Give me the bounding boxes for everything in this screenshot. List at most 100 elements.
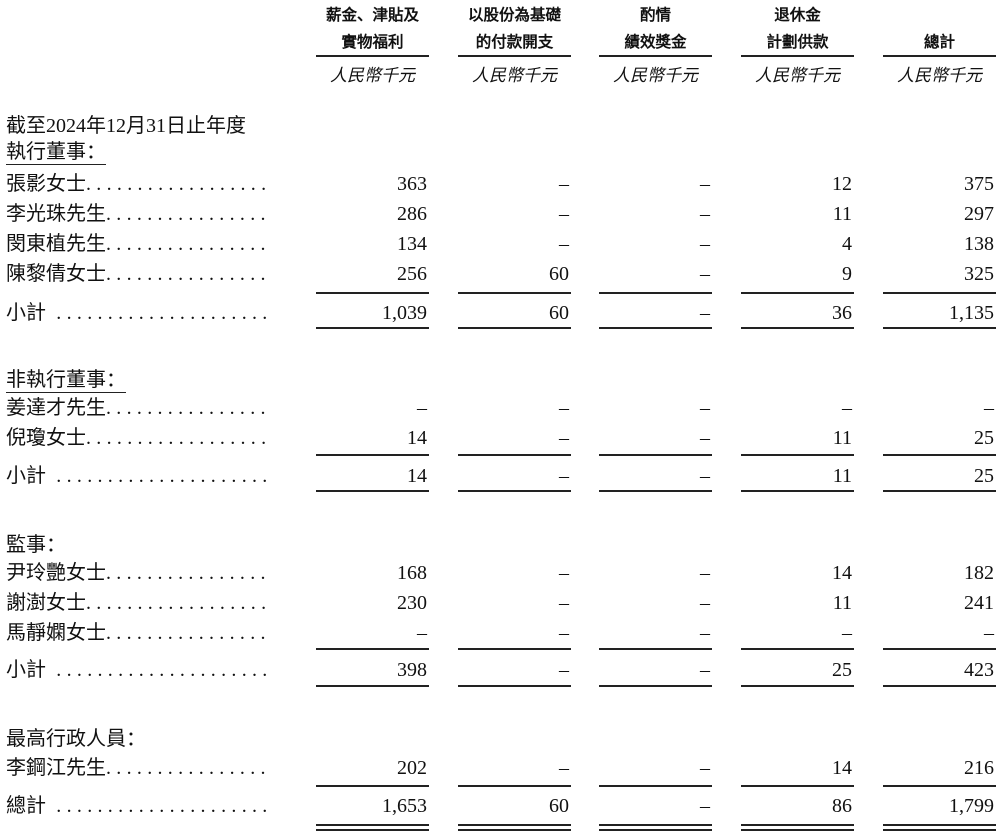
column-header-line: 績效獎金 bbox=[624, 33, 687, 51]
subtotal-bottom-rule bbox=[741, 685, 854, 687]
cell-value: 1,799 bbox=[949, 795, 994, 817]
total-double-rule bbox=[883, 829, 996, 831]
cell-value: 398 bbox=[397, 659, 427, 681]
leader-dots: ................ bbox=[106, 203, 271, 225]
cell-value: 9 bbox=[842, 263, 852, 285]
cell-value: – bbox=[559, 592, 569, 614]
row-label: 小計 ..................... bbox=[6, 464, 273, 488]
row-name: 馬靜嫻女士 bbox=[6, 622, 106, 644]
subtotal-bottom-rule bbox=[316, 490, 429, 492]
cell-value: – bbox=[700, 302, 710, 324]
leader-dots: .................. bbox=[86, 592, 272, 614]
cell-value: 14 bbox=[407, 465, 427, 487]
column-header: 以股份為基礎 的付款開支 bbox=[458, 2, 571, 56]
row-name: 姜達才先生 bbox=[6, 397, 106, 419]
cell-value: 241 bbox=[964, 592, 994, 614]
subtotal-bottom-rule bbox=[599, 490, 712, 492]
leader-dots: ................ bbox=[106, 233, 271, 255]
cell-value: – bbox=[700, 562, 710, 584]
subtotal-top-rule bbox=[458, 292, 571, 294]
column-header-line: 計劃供款 bbox=[766, 33, 829, 51]
cell-value: – bbox=[984, 622, 994, 644]
row-label: 陳黎倩女士................ bbox=[6, 262, 271, 286]
total-top-rule bbox=[883, 785, 996, 787]
cell-value: 25 bbox=[832, 659, 852, 681]
cell-value: 1,039 bbox=[382, 302, 427, 324]
subtotal-bottom-rule bbox=[883, 685, 996, 687]
column-header: 酌情 績效獎金 bbox=[599, 2, 712, 56]
subtotal-top-rule bbox=[599, 292, 712, 294]
cell-value: 36 bbox=[832, 302, 852, 324]
leader-dots: ..................... bbox=[46, 302, 273, 324]
leader-dots: ................ bbox=[106, 397, 271, 419]
total-top-rule bbox=[741, 785, 854, 787]
subtotal-top-rule bbox=[316, 648, 429, 650]
leader-dots: ................ bbox=[106, 622, 271, 644]
column-header-line: 的付款開支 bbox=[475, 33, 554, 51]
cell-value: 11 bbox=[832, 592, 852, 614]
cell-value: – bbox=[417, 622, 427, 644]
cell-value: 286 bbox=[397, 203, 427, 225]
cell-value: – bbox=[700, 465, 710, 487]
header-rule bbox=[458, 55, 571, 57]
total-double-rule bbox=[883, 824, 996, 826]
leader-dots: ..................... bbox=[46, 659, 273, 681]
cell-value: 1,135 bbox=[949, 302, 994, 324]
cell-value: 25 bbox=[974, 465, 994, 487]
subtotal-bottom-rule bbox=[458, 490, 571, 492]
total-double-rule bbox=[599, 829, 712, 831]
column-header-line bbox=[883, 2, 996, 29]
cell-value: – bbox=[559, 465, 569, 487]
cell-value: 11 bbox=[832, 203, 852, 225]
leader-dots: ................ bbox=[106, 757, 271, 779]
row-label: 張影女士.................. bbox=[6, 172, 271, 196]
total-top-rule bbox=[458, 785, 571, 787]
subtotal-bottom-rule bbox=[599, 327, 712, 329]
cell-value: 60 bbox=[549, 263, 569, 285]
cell-value: 375 bbox=[964, 173, 994, 195]
row-name: 倪瓊女士 bbox=[6, 427, 86, 449]
cell-value: 60 bbox=[549, 302, 569, 324]
leader-dots: .................. bbox=[86, 427, 272, 449]
cell-value: – bbox=[700, 233, 710, 255]
row-name: 小計 bbox=[6, 302, 46, 324]
cell-value: – bbox=[559, 427, 569, 449]
cell-value: – bbox=[700, 263, 710, 285]
subtotal-bottom-rule bbox=[316, 327, 429, 329]
total-double-rule bbox=[458, 824, 571, 826]
cell-value: – bbox=[417, 397, 427, 419]
subtotal-top-rule bbox=[883, 454, 996, 456]
cell-value: 14 bbox=[832, 562, 852, 584]
subtotal-bottom-rule bbox=[599, 685, 712, 687]
row-label: 小計 ..................... bbox=[6, 658, 273, 682]
row-name: 陳黎倩女士 bbox=[6, 263, 106, 285]
cell-value: 138 bbox=[964, 233, 994, 255]
subtotal-top-rule bbox=[458, 454, 571, 456]
cell-value: – bbox=[700, 795, 710, 817]
subtotal-bottom-rule bbox=[883, 327, 996, 329]
cell-value: – bbox=[700, 757, 710, 779]
leader-dots: ................ bbox=[106, 562, 271, 584]
row-label: 馬靜嫻女士................ bbox=[6, 621, 271, 645]
cell-value: 11 bbox=[832, 465, 852, 487]
total-double-rule bbox=[316, 829, 429, 831]
leader-dots: ................ bbox=[106, 263, 271, 285]
cell-value: 423 bbox=[964, 659, 994, 681]
header-rule bbox=[883, 55, 996, 57]
cell-value: – bbox=[700, 659, 710, 681]
header-rule bbox=[599, 55, 712, 57]
section-title: 監事： bbox=[6, 534, 66, 556]
cell-value: 14 bbox=[407, 427, 427, 449]
leader-dots: ..................... bbox=[46, 795, 273, 817]
cell-value: – bbox=[559, 397, 569, 419]
section-title: 非執行董事： bbox=[6, 369, 126, 393]
row-label: 倪瓊女士.................. bbox=[6, 426, 271, 450]
subtotal-top-rule bbox=[883, 648, 996, 650]
column-header: 總計 bbox=[883, 2, 996, 56]
cell-value: – bbox=[559, 659, 569, 681]
leader-dots: ..................... bbox=[46, 465, 273, 487]
row-label: 李光珠先生................ bbox=[6, 202, 271, 226]
subtotal-bottom-rule bbox=[741, 327, 854, 329]
cell-value: – bbox=[559, 622, 569, 644]
cell-value: 325 bbox=[964, 263, 994, 285]
